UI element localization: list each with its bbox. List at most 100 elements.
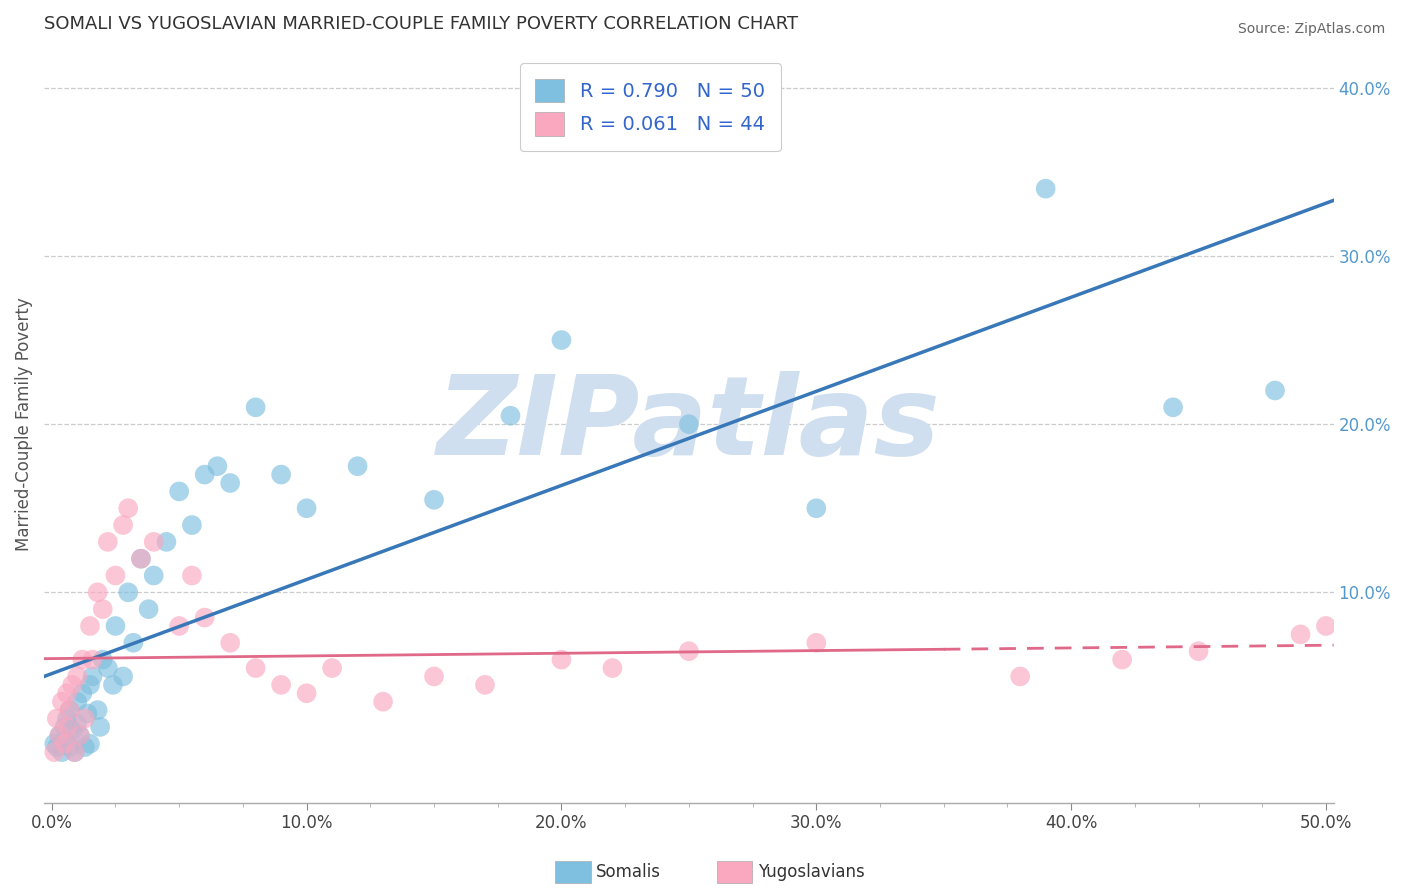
Point — [550, 333, 572, 347]
Point — [76, 706, 98, 721]
Point — [142, 534, 165, 549]
Point — [112, 518, 135, 533]
Text: ZIPatlas: ZIPatlas — [437, 371, 941, 477]
Point — [56, 711, 79, 725]
Point — [51, 695, 73, 709]
Point — [72, 652, 94, 666]
Point — [1111, 652, 1133, 666]
Point — [104, 619, 127, 633]
Point — [129, 551, 152, 566]
Point — [321, 661, 343, 675]
Legend: R = 0.790   N = 50, R = 0.061   N = 44: R = 0.790 N = 50, R = 0.061 N = 44 — [520, 63, 780, 152]
Text: Source: ZipAtlas.com: Source: ZipAtlas.com — [1237, 22, 1385, 37]
Point — [1035, 181, 1057, 195]
Point — [678, 417, 700, 431]
Point — [56, 720, 79, 734]
Point — [101, 678, 124, 692]
Point — [423, 492, 446, 507]
Point — [69, 728, 91, 742]
Point — [1315, 619, 1337, 633]
Point — [69, 728, 91, 742]
Point — [117, 501, 139, 516]
Point — [678, 644, 700, 658]
Point — [73, 740, 96, 755]
Point — [219, 475, 242, 490]
Y-axis label: Married-Couple Family Poverty: Married-Couple Family Poverty — [15, 297, 32, 551]
Point — [1187, 644, 1209, 658]
Point — [79, 737, 101, 751]
Point — [51, 745, 73, 759]
Point — [58, 703, 80, 717]
Point — [72, 686, 94, 700]
Point — [499, 409, 522, 423]
Point — [58, 703, 80, 717]
Point — [86, 703, 108, 717]
Point — [474, 678, 496, 692]
Point — [48, 728, 70, 742]
Point — [60, 678, 83, 692]
Point — [122, 636, 145, 650]
Point — [219, 636, 242, 650]
Point — [295, 501, 318, 516]
Point — [91, 602, 114, 616]
Point — [207, 459, 229, 474]
Point — [138, 602, 160, 616]
Point — [245, 401, 267, 415]
Text: Yugoslavians: Yugoslavians — [758, 863, 865, 881]
Point — [270, 678, 292, 692]
Point — [89, 720, 111, 734]
Text: SOMALI VS YUGOSLAVIAN MARRIED-COUPLE FAMILY POVERTY CORRELATION CHART: SOMALI VS YUGOSLAVIAN MARRIED-COUPLE FAM… — [44, 15, 799, 33]
Point — [806, 501, 828, 516]
Point — [97, 534, 120, 549]
Point — [346, 459, 368, 474]
Point — [56, 686, 79, 700]
Point — [245, 661, 267, 675]
Point — [53, 733, 76, 747]
Point — [602, 661, 624, 675]
Point — [73, 711, 96, 725]
Point — [129, 551, 152, 566]
Point — [82, 652, 104, 666]
Point — [295, 686, 318, 700]
Point — [53, 737, 76, 751]
Point — [1161, 401, 1184, 415]
Point — [167, 619, 190, 633]
Point — [181, 518, 204, 533]
Point — [142, 568, 165, 582]
Point — [79, 619, 101, 633]
Point — [60, 723, 83, 738]
Point — [167, 484, 190, 499]
Point — [1010, 669, 1032, 683]
Point — [97, 661, 120, 675]
Point — [91, 652, 114, 666]
Point — [1289, 627, 1312, 641]
Point — [66, 695, 89, 709]
Point — [44, 737, 66, 751]
Point — [48, 728, 70, 742]
Point — [104, 568, 127, 582]
Point — [53, 720, 76, 734]
Point — [45, 740, 67, 755]
Point — [550, 652, 572, 666]
Point — [44, 745, 66, 759]
Point — [1264, 384, 1286, 398]
Point — [45, 711, 67, 725]
Point — [66, 669, 89, 683]
Point — [423, 669, 446, 683]
Point — [63, 745, 86, 759]
Point — [117, 585, 139, 599]
Point — [194, 610, 217, 624]
Text: Somalis: Somalis — [596, 863, 661, 881]
Point — [58, 740, 80, 755]
Point — [181, 568, 204, 582]
Point — [66, 716, 89, 731]
Point — [371, 695, 394, 709]
Point — [112, 669, 135, 683]
Point — [82, 669, 104, 683]
Point — [63, 745, 86, 759]
Point — [270, 467, 292, 482]
Point — [79, 678, 101, 692]
Point — [86, 585, 108, 599]
Point — [806, 636, 828, 650]
Point — [194, 467, 217, 482]
